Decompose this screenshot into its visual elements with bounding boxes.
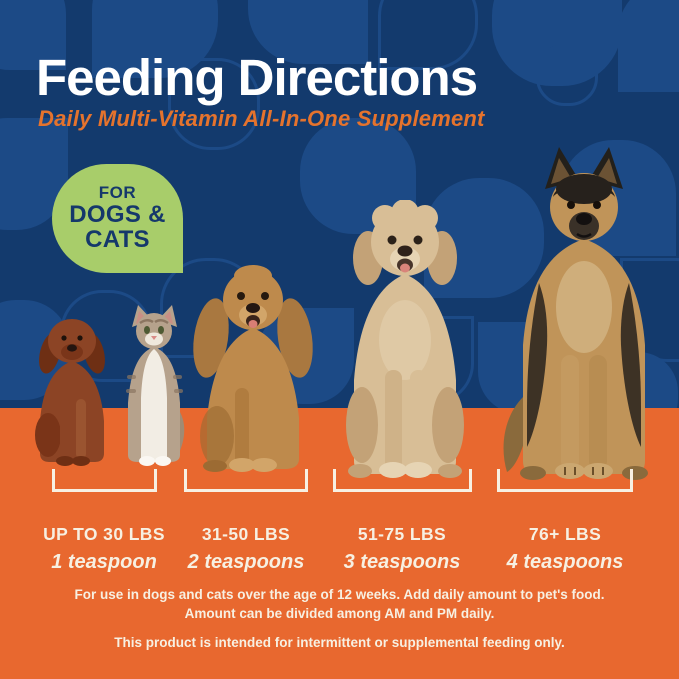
usage-note: For use in dogs and cats over the age of…	[74, 587, 605, 621]
subtitle: Daily Multi-Vitamin All-In-One Supplemen…	[38, 106, 485, 131]
leaf-decoration	[536, 44, 598, 106]
dachshund-and-cat-photo	[35, 305, 185, 466]
leaf-decoration	[618, 0, 679, 92]
dose-label: 2 teaspoons	[187, 551, 305, 573]
cocker-spaniel-photo	[193, 265, 313, 472]
weight-range-label: 31-50 LBS	[201, 524, 291, 544]
weight-bracket-3	[333, 469, 472, 492]
leaf-decoration	[0, 0, 66, 70]
leaf-decoration	[378, 0, 478, 70]
weight-bracket-2	[184, 469, 308, 492]
weight-range-label: 51-75 LBS	[357, 524, 447, 544]
disclaimer-note: This product is intended for intermitten…	[114, 635, 565, 650]
for-dogs-and-cats-badge: FOR DOGS & CATS	[52, 164, 183, 273]
dose-label: 4 teaspoons	[506, 551, 624, 573]
weight-range-label: 76+ LBS	[528, 524, 602, 544]
weight-bracket-1	[52, 469, 157, 492]
dose-label: 3 teaspoons	[343, 551, 461, 573]
page-title: Feeding Directions	[36, 49, 478, 106]
weight-range-label: UP TO 30 LBS	[43, 524, 165, 544]
badge-line-3: CATS	[85, 226, 150, 254]
dose-label: 1 teaspoon	[51, 551, 157, 573]
goldendoodle-photo	[346, 200, 464, 478]
weight-bracket-4	[497, 469, 633, 492]
german-shepherd-photo	[503, 147, 648, 480]
badge-line-2: DOGS &	[69, 201, 166, 229]
leaf-decoration	[168, 58, 260, 150]
badge-line-1: FOR	[98, 183, 137, 203]
